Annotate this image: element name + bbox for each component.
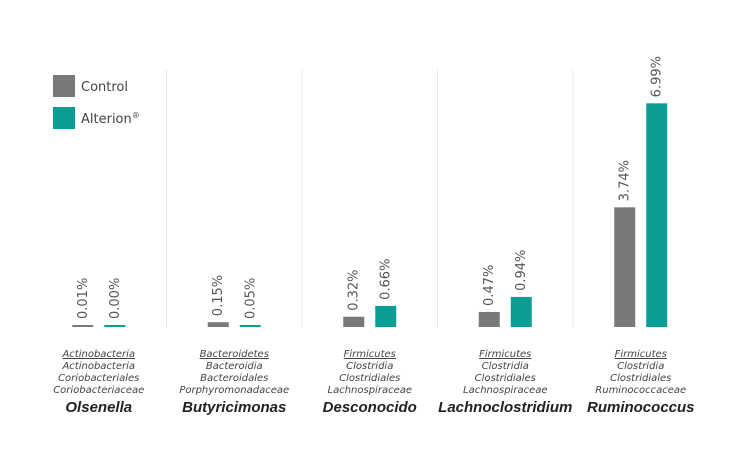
legend-label-control: Control <box>81 80 128 95</box>
bar-alterion-olsenella <box>104 325 126 327</box>
bar-control-olsenella <box>72 325 94 327</box>
bar-control-butyricimonas <box>207 322 229 327</box>
value-label: 0.32% <box>347 269 362 310</box>
value-label: 0.15% <box>211 275 226 316</box>
value-label: 0.00% <box>108 278 123 319</box>
taxonomy-label: Ruminococcaceae <box>595 385 686 396</box>
bar-control-lachnoclostridium <box>478 311 500 327</box>
phylum-label: Bacteroidetes <box>200 349 269 360</box>
legend-swatch-control <box>53 75 75 97</box>
taxonomy-label: Lachnospiraceae <box>328 385 413 396</box>
taxonomy-label: Clostridiales <box>339 373 400 384</box>
value-label: 0.05% <box>243 278 258 319</box>
value-label: 0.47% <box>482 265 497 306</box>
taxonomy-label: Actinobacteria <box>61 361 135 372</box>
genus-label: Olsenella <box>65 399 132 416</box>
bar-control-ruminococcus <box>614 207 636 327</box>
taxonomy-label: Porphyromonadaceae <box>179 385 289 396</box>
taxonomy-label: Clostridia <box>482 361 529 372</box>
genus-label: Desconocido <box>323 399 417 416</box>
phylum-label: Firmicutes <box>344 349 396 360</box>
legend-label-alterion-mark: ® <box>132 111 140 120</box>
phylum-label: Firmicutes <box>479 349 531 360</box>
taxonomy-label: Coriobacteriales <box>58 373 139 384</box>
taxonomy-label: Bacteroidia <box>206 361 263 372</box>
genus-label: Butyricimonas <box>182 399 286 416</box>
legend: Control Alterion® <box>53 75 140 129</box>
taxonomy-label: Clostridia <box>617 361 664 372</box>
bar-alterion-desconocido <box>375 305 397 327</box>
value-label: 0.94% <box>514 250 529 291</box>
taxonomy-label: Coriobacteriaceae <box>53 385 144 396</box>
taxonomy-label: Clostridia <box>346 361 393 372</box>
bars <box>72 103 668 327</box>
group-dividers <box>166 70 574 327</box>
value-label: 3.74% <box>618 160 633 201</box>
value-label: 0.66% <box>379 259 394 300</box>
value-labels: 0.01% 0.00% 0.15% 0.05% 0.32% 0.66% 0.47% 0.94%… <box>76 56 665 319</box>
bar-alterion-butyricimonas <box>239 325 261 327</box>
bar-control-desconocido <box>343 316 365 327</box>
taxonomy-label: Clostridiales <box>475 373 536 384</box>
legend-label-alterion-name: Alterion <box>81 112 132 127</box>
bar-alterion-lachnoclostridium <box>510 296 532 327</box>
genus-label: Lachnoclostridium <box>438 399 572 416</box>
taxonomy-label: Bacteroidales <box>200 373 268 384</box>
category-labels: ActinobacteriaActinobacteriaCoriobacteri… <box>53 349 694 416</box>
value-label: 0.01% <box>76 278 91 319</box>
genus-label: Ruminococcus <box>587 399 695 416</box>
taxonomy-label: Clostridiales <box>610 373 671 384</box>
bar-alterion-ruminococcus <box>646 103 668 327</box>
taxonomy-label: Lachnospiraceae <box>463 385 548 396</box>
phylum-label: Actinobacteria <box>61 349 135 360</box>
phylum-label: Firmicutes <box>615 349 667 360</box>
legend-swatch-alterion <box>53 107 75 129</box>
legend-label-alterion: Alterion® <box>81 111 140 127</box>
value-label: 6.99% <box>650 56 665 97</box>
